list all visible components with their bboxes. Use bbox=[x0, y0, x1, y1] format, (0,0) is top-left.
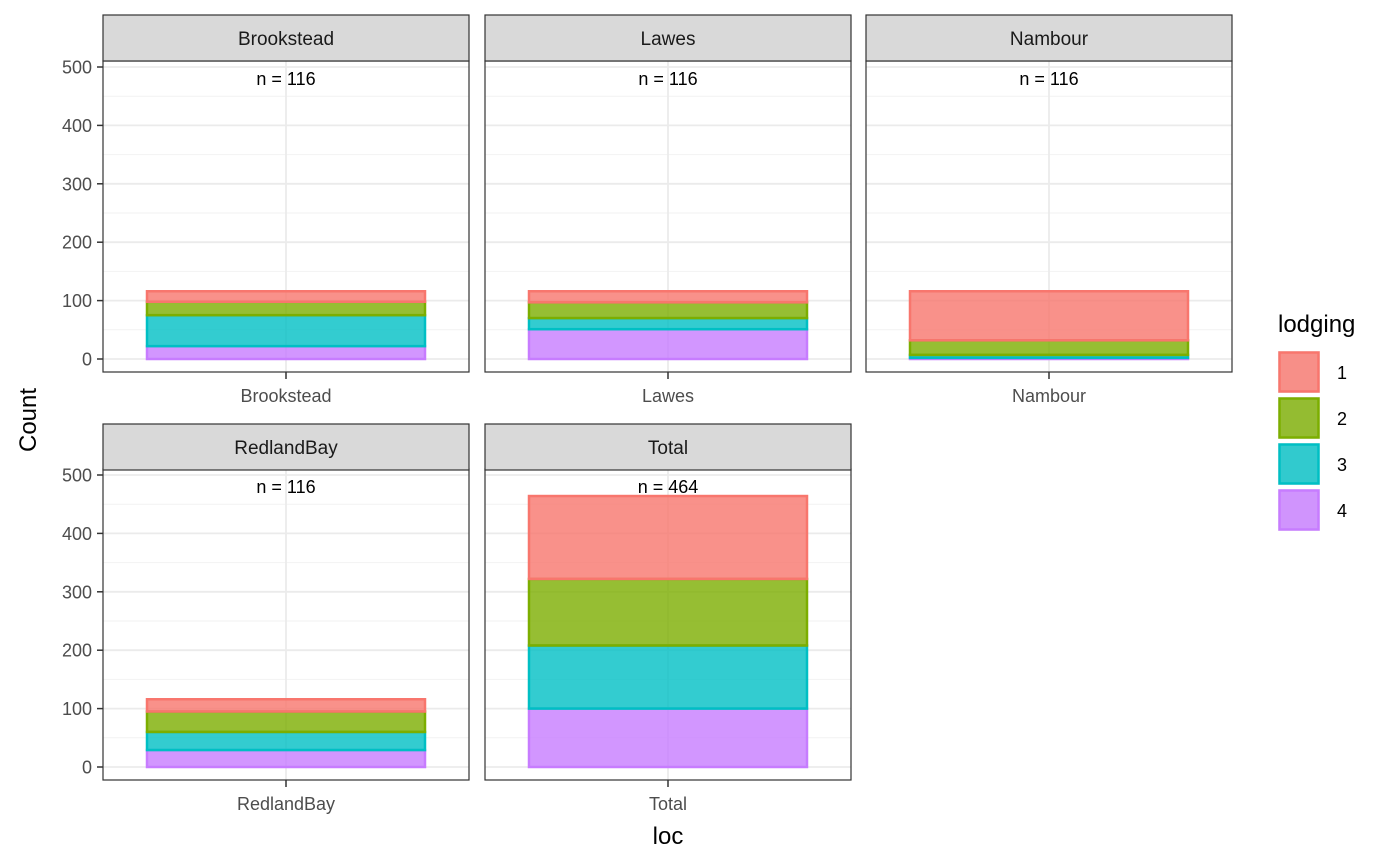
strip-label: RedlandBay bbox=[234, 438, 338, 459]
strip-label: Brookstead bbox=[238, 29, 334, 50]
bar-segment-lodging-2 bbox=[908, 339, 1190, 357]
bar-segment-lodging-2 bbox=[527, 577, 809, 647]
strip-background bbox=[102, 423, 470, 471]
legend: lodging 1 2 3 4 bbox=[1278, 311, 1355, 531]
bar-segment-lodging-4 bbox=[145, 344, 427, 361]
y-tick-label: 200 bbox=[62, 233, 92, 253]
legend-swatch-4 bbox=[1278, 489, 1320, 531]
y-tick-label: 100 bbox=[62, 291, 92, 311]
x-tick-label: Brookstead bbox=[240, 386, 331, 406]
y-tick-label: 200 bbox=[62, 641, 92, 661]
bar-segment-lodging-2 bbox=[145, 710, 427, 734]
y-tick-label: 300 bbox=[62, 174, 92, 194]
panel-nambour: n = 116 Nambour Nambour bbox=[865, 14, 1233, 406]
n-label: n = 116 bbox=[256, 69, 315, 89]
bar-segment-lodging-2 bbox=[527, 301, 809, 320]
bar-segment-lodging-3 bbox=[527, 316, 809, 331]
bar-segment-lodging-4 bbox=[527, 327, 809, 361]
strip-label: Nambour bbox=[1010, 29, 1089, 50]
bar-segment-lodging-4 bbox=[145, 748, 427, 769]
legend-label-2: 2 bbox=[1337, 409, 1347, 429]
bar-segment-lodging-1 bbox=[527, 494, 809, 581]
bar-segment-lodging-3 bbox=[527, 644, 809, 710]
strip-label: Lawes bbox=[641, 29, 696, 50]
panel-redlandbay: n = 116 RedlandBay RedlandBay 0 100 200 300 400… bbox=[62, 423, 470, 814]
y-tick-label: 400 bbox=[62, 116, 92, 136]
bar-segment-lodging-4 bbox=[527, 707, 809, 769]
n-label: n = 116 bbox=[1019, 69, 1078, 89]
x-tick-label: Nambour bbox=[1012, 386, 1086, 406]
y-tick-label: 100 bbox=[62, 699, 92, 719]
y-tick-label: 500 bbox=[62, 466, 92, 486]
x-tick-label: RedlandBay bbox=[237, 794, 335, 814]
legend-label-4: 4 bbox=[1337, 501, 1347, 521]
x-tick-label: Total bbox=[649, 794, 687, 814]
bar-segment-lodging-1 bbox=[908, 290, 1190, 342]
legend-title: lodging bbox=[1278, 311, 1355, 338]
legend-swatch-3 bbox=[1278, 443, 1320, 485]
bar-segment-lodging-1 bbox=[145, 290, 427, 304]
strip-label: Total bbox=[648, 438, 688, 459]
n-label: n = 464 bbox=[638, 477, 699, 497]
y-tick-label: 0 bbox=[82, 350, 92, 370]
bar-segment-lodging-1 bbox=[527, 290, 809, 304]
y-tick-label: 300 bbox=[62, 582, 92, 602]
x-axis-title: loc bbox=[653, 823, 684, 850]
y-tick-label: 0 bbox=[82, 758, 92, 778]
n-label: n = 116 bbox=[256, 477, 315, 497]
panel-lawes: n = 116 Lawes Lawes bbox=[484, 14, 852, 406]
bar-segment-lodging-3 bbox=[145, 313, 427, 348]
legend-label-1: 1 bbox=[1337, 363, 1347, 383]
y-tick-label: 500 bbox=[62, 58, 92, 78]
panel-total: n = 464 Total Total bbox=[484, 423, 852, 814]
bar-segment-lodging-1 bbox=[145, 698, 427, 713]
x-tick-label: Lawes bbox=[642, 386, 694, 406]
y-axis-title: Count bbox=[15, 388, 42, 452]
facet-panels: n = 116 Brookstead Brookstead 0 100 200 300 400… bbox=[62, 14, 1233, 814]
n-label: n = 116 bbox=[638, 69, 697, 89]
bar-segment-lodging-3 bbox=[145, 730, 427, 752]
legend-swatch-1 bbox=[1278, 351, 1320, 393]
strip-background bbox=[865, 14, 1233, 62]
legend-label-3: 3 bbox=[1337, 455, 1347, 475]
strip-background bbox=[484, 423, 852, 471]
panel-brookstead: n = 116 Brookstead Brookstead 0 100 200 300 400… bbox=[62, 14, 470, 406]
strip-background bbox=[484, 14, 852, 62]
strip-background bbox=[102, 14, 470, 62]
y-tick-label: 400 bbox=[62, 524, 92, 544]
legend-swatch-2 bbox=[1278, 397, 1320, 439]
bar-segment-lodging-2 bbox=[145, 300, 427, 317]
